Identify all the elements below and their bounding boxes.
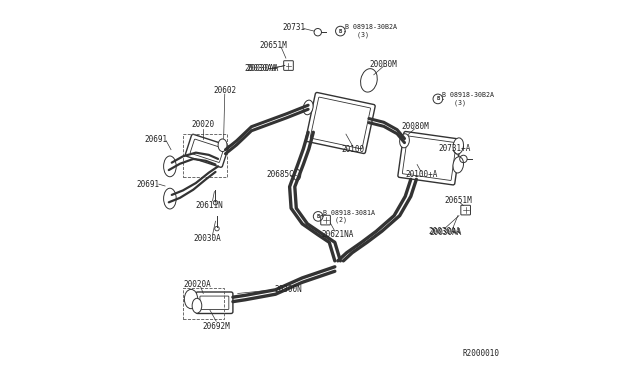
Ellipse shape bbox=[303, 100, 313, 115]
Text: B: B bbox=[317, 214, 320, 219]
FancyBboxPatch shape bbox=[200, 296, 229, 310]
FancyBboxPatch shape bbox=[190, 139, 224, 163]
Text: 20691: 20691 bbox=[136, 180, 159, 189]
Text: 20100: 20100 bbox=[341, 145, 364, 154]
Ellipse shape bbox=[453, 138, 463, 154]
Text: 20030AA: 20030AA bbox=[429, 228, 461, 237]
Text: 20030AA: 20030AA bbox=[244, 64, 277, 73]
Ellipse shape bbox=[184, 289, 198, 309]
FancyBboxPatch shape bbox=[284, 61, 293, 70]
Text: 20731: 20731 bbox=[282, 23, 306, 32]
Text: 20020A: 20020A bbox=[183, 280, 211, 289]
Ellipse shape bbox=[399, 134, 410, 148]
Text: 200B0M: 200B0M bbox=[370, 60, 397, 69]
Text: 20020: 20020 bbox=[191, 121, 214, 129]
Text: 20731+A: 20731+A bbox=[438, 144, 470, 153]
FancyBboxPatch shape bbox=[403, 136, 456, 180]
Text: B: B bbox=[339, 29, 342, 33]
Text: 20602: 20602 bbox=[213, 86, 236, 95]
Ellipse shape bbox=[293, 169, 301, 180]
FancyBboxPatch shape bbox=[398, 131, 461, 185]
Text: 20080M: 20080M bbox=[401, 122, 429, 131]
Text: 20621NA: 20621NA bbox=[322, 230, 354, 240]
FancyBboxPatch shape bbox=[321, 215, 330, 225]
Ellipse shape bbox=[360, 69, 377, 92]
Ellipse shape bbox=[453, 157, 463, 173]
Bar bbox=[183, 288, 223, 320]
FancyBboxPatch shape bbox=[305, 93, 375, 154]
Text: 20100+A: 20100+A bbox=[406, 170, 438, 179]
Ellipse shape bbox=[192, 298, 202, 313]
Text: 20030AA: 20030AA bbox=[428, 227, 460, 236]
FancyBboxPatch shape bbox=[310, 97, 371, 149]
Text: B 08918-3081A
   (2): B 08918-3081A (2) bbox=[323, 210, 374, 223]
Bar bbox=[183, 134, 227, 177]
FancyBboxPatch shape bbox=[196, 292, 233, 314]
Text: 20691: 20691 bbox=[145, 135, 168, 144]
Text: 20030A: 20030A bbox=[193, 234, 221, 243]
FancyBboxPatch shape bbox=[186, 134, 228, 167]
Ellipse shape bbox=[164, 188, 176, 209]
Text: 20651M: 20651M bbox=[444, 196, 472, 205]
FancyBboxPatch shape bbox=[461, 205, 470, 215]
Text: B 08918-30B2A
   (3): B 08918-30B2A (3) bbox=[345, 24, 397, 38]
Text: B 08918-30B2A
   (3): B 08918-30B2A (3) bbox=[442, 92, 494, 106]
Text: R2000010: R2000010 bbox=[463, 349, 500, 358]
Text: 20030AA: 20030AA bbox=[246, 64, 279, 73]
Ellipse shape bbox=[218, 139, 227, 151]
Text: 20685C: 20685C bbox=[266, 170, 294, 179]
Text: 20692M: 20692M bbox=[202, 321, 230, 331]
Text: 20651M: 20651M bbox=[259, 41, 287, 51]
Text: B: B bbox=[436, 96, 440, 102]
Text: 20611N: 20611N bbox=[196, 201, 223, 210]
Ellipse shape bbox=[164, 156, 176, 177]
Text: 20300N: 20300N bbox=[275, 285, 302, 294]
